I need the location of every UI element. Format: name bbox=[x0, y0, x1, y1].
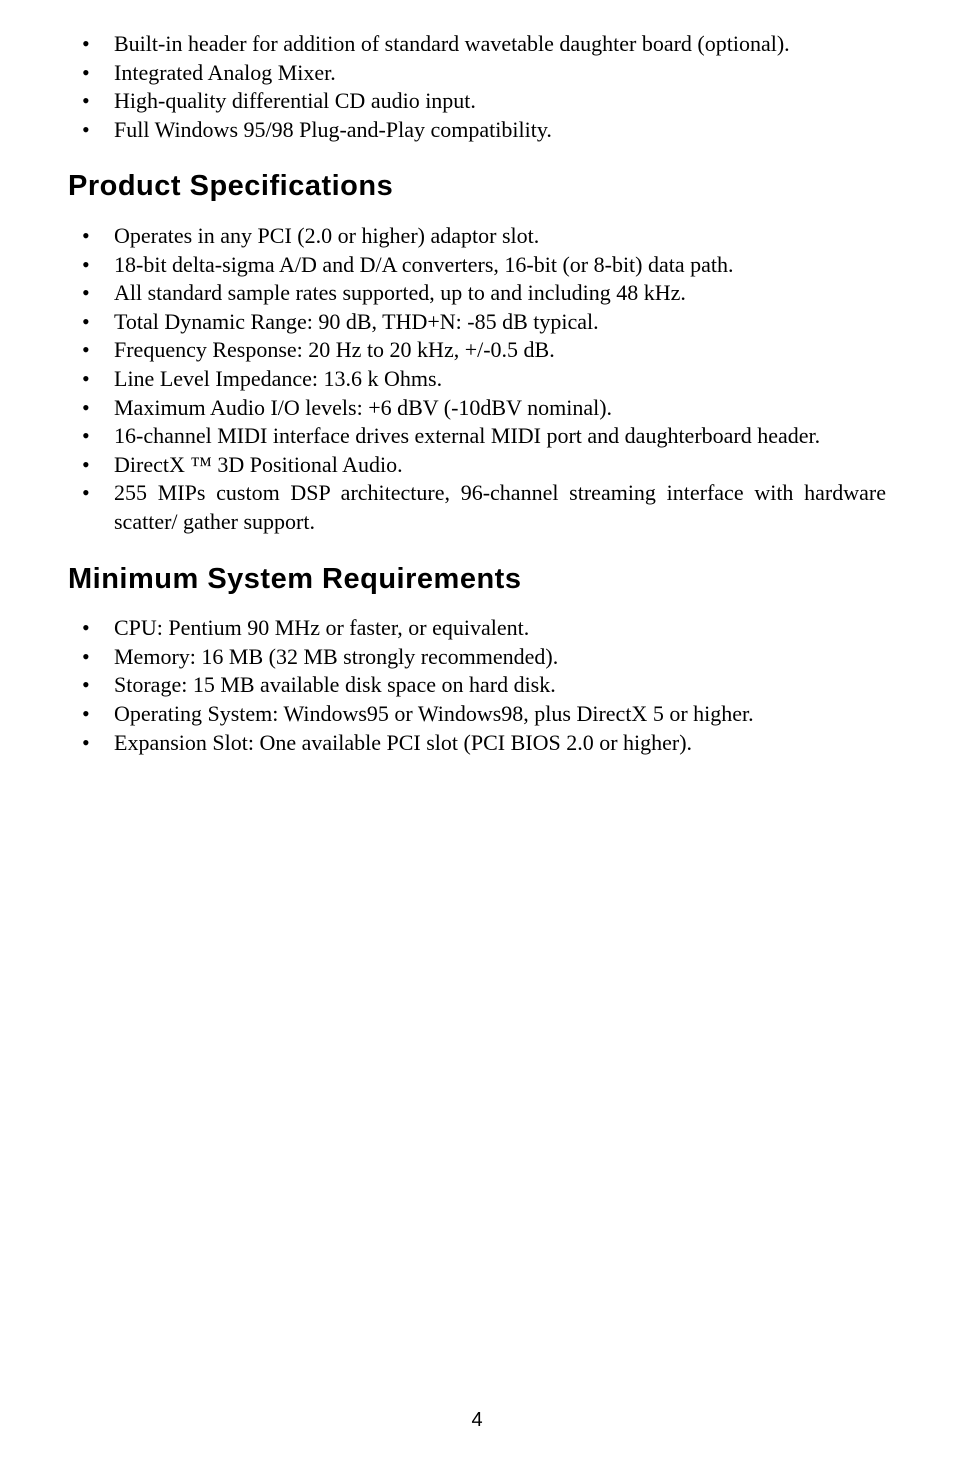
list-item: Memory: 16 MB (32 MB strongly recommende… bbox=[68, 643, 886, 672]
list-item: Integrated Analog Mixer. bbox=[68, 59, 886, 88]
list-item: Frequency Response: 20 Hz to 20 kHz, +/-… bbox=[68, 336, 886, 365]
list-item: 16-channel MIDI interface drives externa… bbox=[68, 422, 886, 451]
list-item: Expansion Slot: One available PCI slot (… bbox=[68, 729, 886, 758]
list-item: High-quality differential CD audio input… bbox=[68, 87, 886, 116]
list-item: Line Level Impedance: 13.6 k Ohms. bbox=[68, 365, 886, 394]
list-item: All standard sample rates supported, up … bbox=[68, 279, 886, 308]
minimum-system-requirements-list: CPU: Pentium 90 MHz or faster, or equiva… bbox=[68, 614, 886, 757]
page-number: 4 bbox=[0, 1407, 954, 1433]
list-item: 255 MIPs custom DSP architecture, 96-cha… bbox=[68, 479, 886, 536]
list-item: DirectX ™ 3D Positional Audio. bbox=[68, 451, 886, 480]
list-item: Total Dynamic Range: 90 dB, THD+N: -85 d… bbox=[68, 308, 886, 337]
list-item: Full Windows 95/98 Plug-and-Play compati… bbox=[68, 116, 886, 145]
list-item: Maximum Audio I/O levels: +6 dBV (-10dBV… bbox=[68, 394, 886, 423]
list-item: CPU: Pentium 90 MHz or faster, or equiva… bbox=[68, 614, 886, 643]
product-specifications-heading: Product Specifications bbox=[68, 168, 886, 206]
list-item: Built-in header for addition of standard… bbox=[68, 30, 886, 59]
minimum-system-requirements-heading: Minimum System Requirements bbox=[68, 561, 886, 599]
list-item: 18-bit delta-sigma A/D and D/A converter… bbox=[68, 251, 886, 280]
list-item: Storage: 15 MB available disk space on h… bbox=[68, 671, 886, 700]
product-specifications-list: Operates in any PCI (2.0 or higher) adap… bbox=[68, 222, 886, 537]
list-item: Operates in any PCI (2.0 or higher) adap… bbox=[68, 222, 886, 251]
list-item: Operating System: Windows95 or Windows98… bbox=[68, 700, 886, 729]
top-feature-list: Built-in header for addition of standard… bbox=[68, 30, 886, 144]
